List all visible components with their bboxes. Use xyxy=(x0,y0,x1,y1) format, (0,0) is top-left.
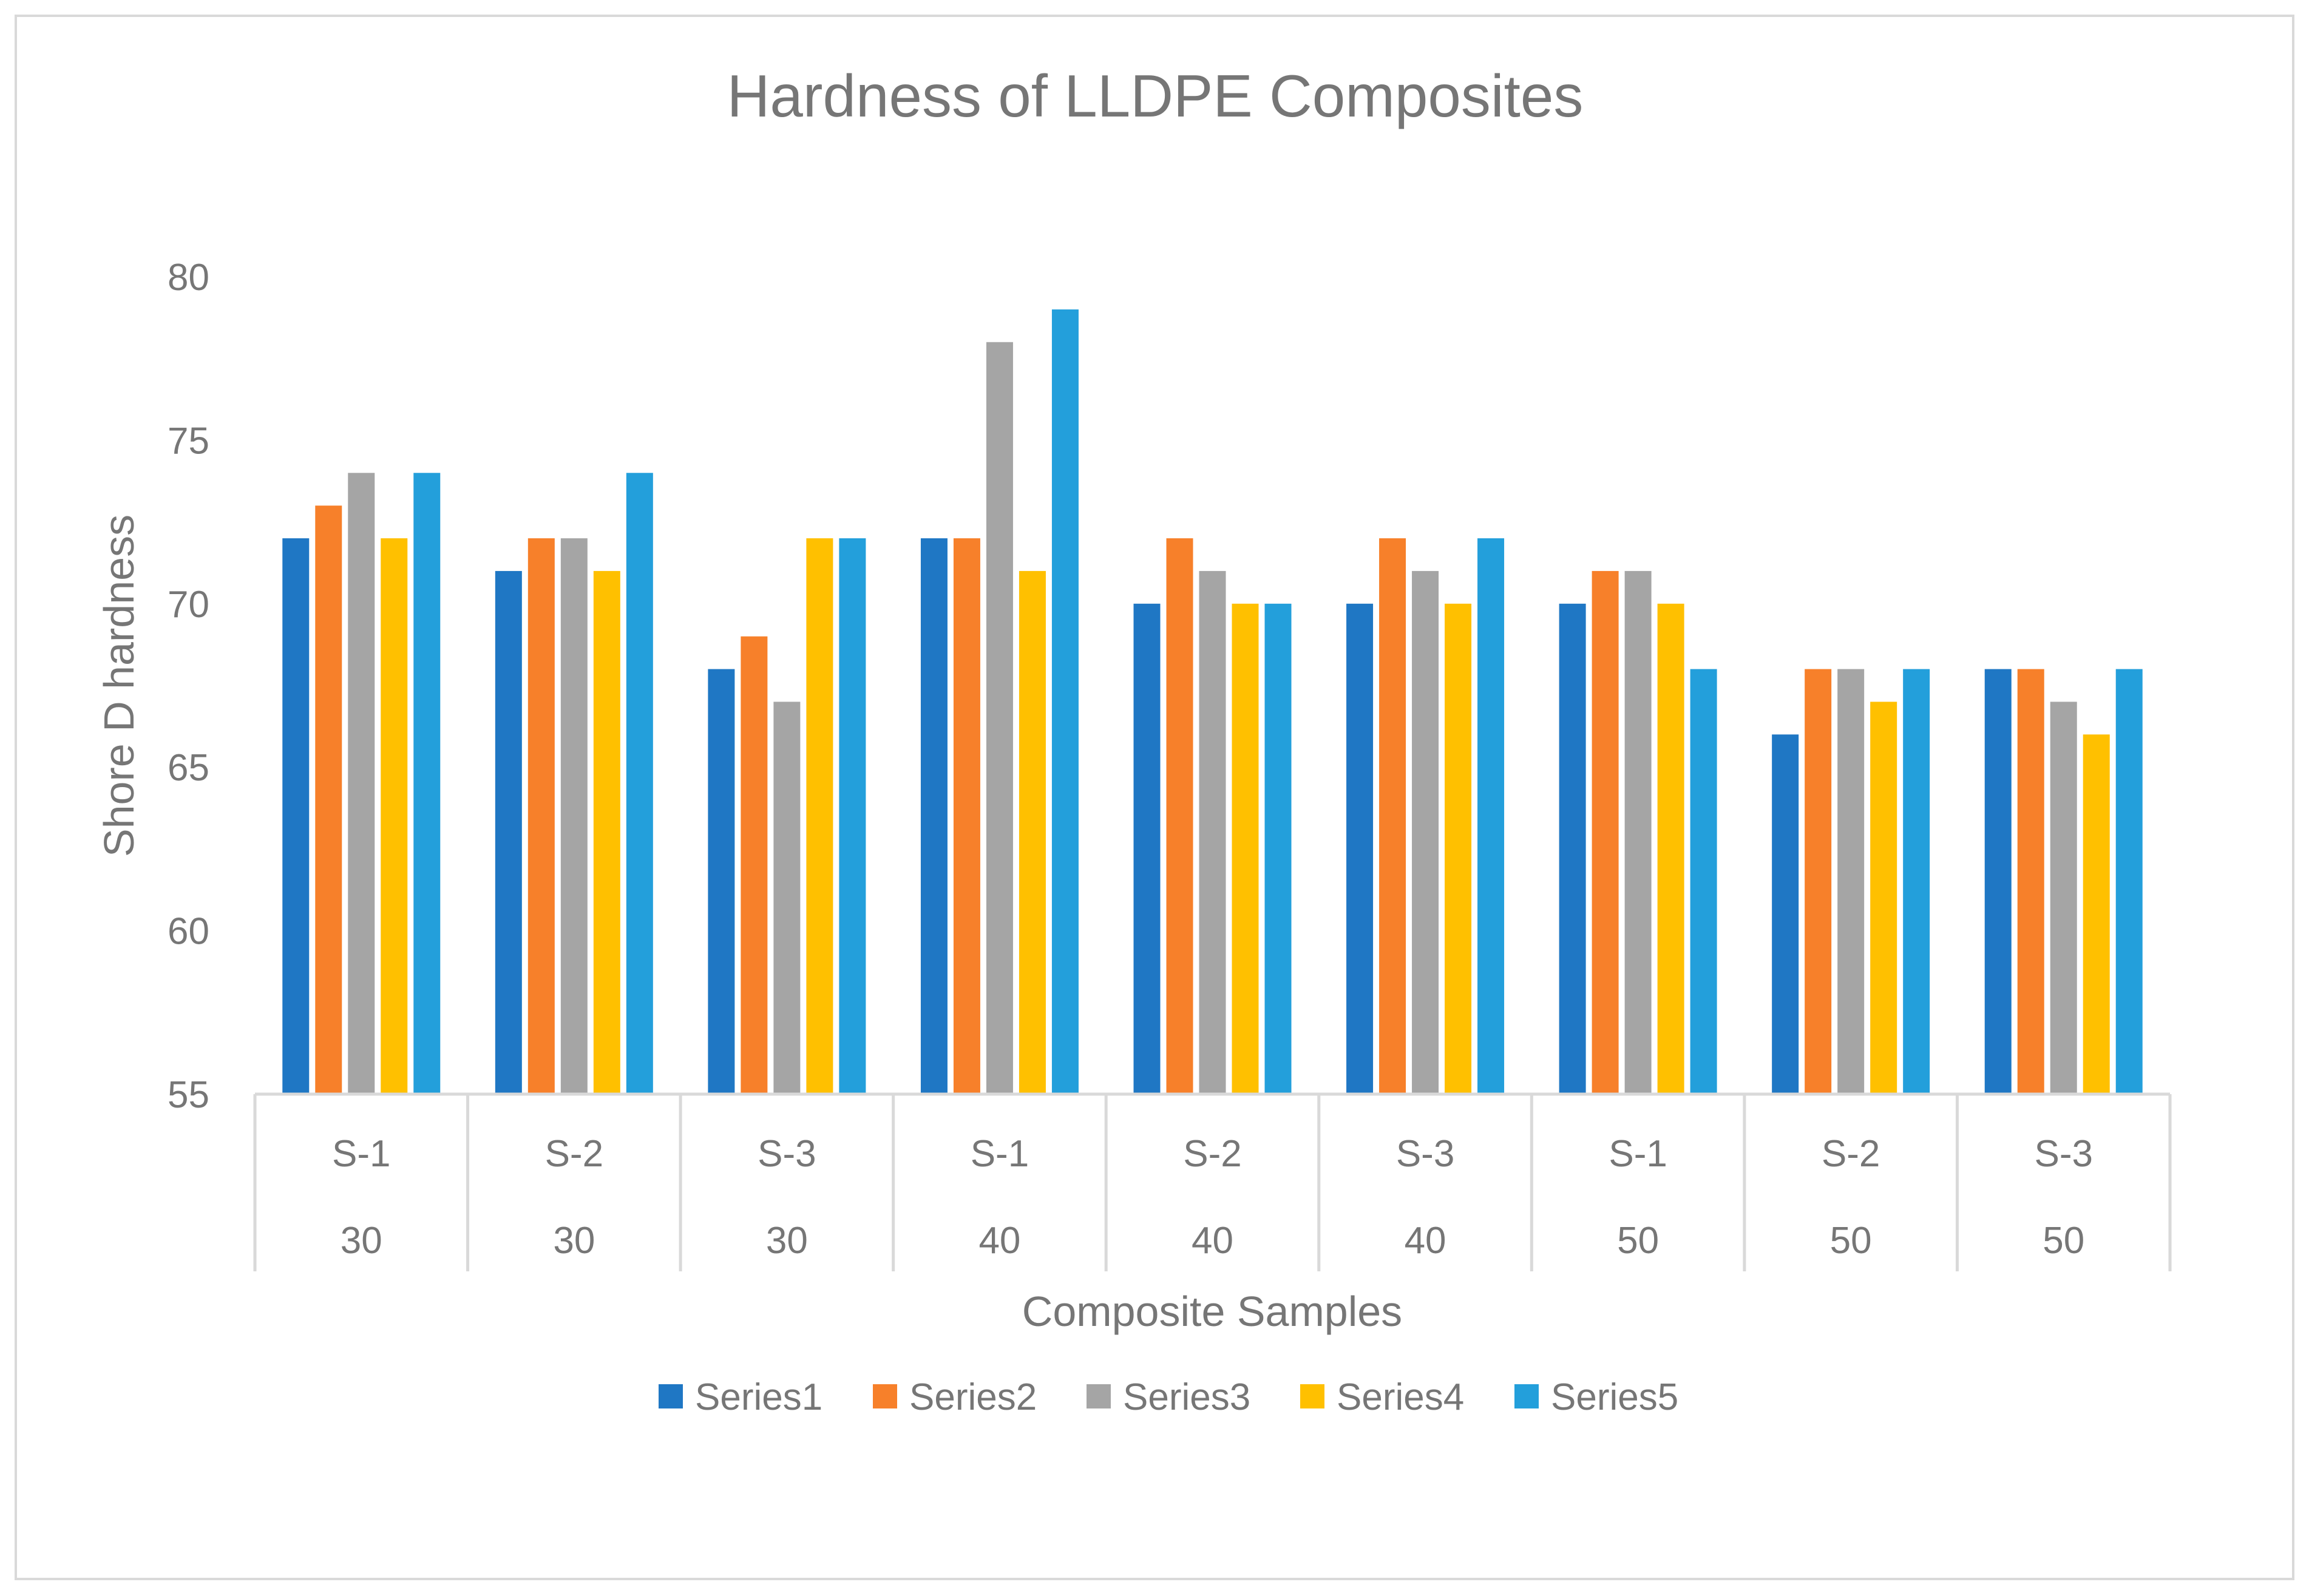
x-tick-group-label: 30 xyxy=(766,1220,808,1262)
bar-series2-9 xyxy=(2017,669,2044,1094)
bar-series2-8 xyxy=(1805,669,1832,1094)
bar-series1-6 xyxy=(1346,603,1374,1094)
legend-label-series5: Series5 xyxy=(1551,1376,1678,1418)
bar-series5-3 xyxy=(839,538,866,1094)
bar-series5-2 xyxy=(626,473,653,1094)
bar-series5-1 xyxy=(413,473,441,1094)
x-tick-sample-label: S-3 xyxy=(2034,1133,2092,1175)
legend-swatch-series5 xyxy=(1514,1384,1539,1408)
legend-swatch-series2 xyxy=(873,1384,897,1408)
bar-series5-9 xyxy=(2115,669,2143,1094)
bar-series3-8 xyxy=(1837,669,1865,1094)
bar-series3-9 xyxy=(2050,702,2077,1094)
chart-title: Hardness of LLDPE Composites xyxy=(727,63,1584,129)
bar-series3-5 xyxy=(1199,570,1226,1094)
bar-series4-1 xyxy=(381,538,408,1094)
legend-swatch-series4 xyxy=(1300,1384,1324,1408)
legend-label-series3: Series3 xyxy=(1123,1376,1250,1418)
y-tick-label: 55 xyxy=(168,1074,209,1116)
y-tick-label: 65 xyxy=(168,747,209,789)
bar-series5-7 xyxy=(1690,669,1717,1094)
bar-series2-7 xyxy=(1592,570,1619,1094)
legend-swatch-series3 xyxy=(1087,1384,1111,1408)
x-tick-group-label: 40 xyxy=(978,1220,1020,1262)
bar-series4-2 xyxy=(593,570,620,1094)
x-tick-sample-label: S-1 xyxy=(1609,1133,1667,1175)
bar-series3-4 xyxy=(986,342,1013,1094)
y-axis-ticks: 55 60 65 70 75 80 xyxy=(168,257,209,1116)
x-tick-sample-label: S-2 xyxy=(1183,1133,1241,1175)
bar-series5-4 xyxy=(1051,309,1079,1094)
y-axis-title: Shore D hardness xyxy=(95,515,143,857)
legend-swatch-series1 xyxy=(659,1384,683,1408)
bar-series4-8 xyxy=(1870,702,1897,1094)
bar-series2-2 xyxy=(527,538,555,1094)
legend-label-series4: Series4 xyxy=(1337,1376,1464,1418)
x-tick-sample-label: S-2 xyxy=(1822,1133,1880,1175)
bar-series1-3 xyxy=(708,669,735,1094)
y-tick-label: 60 xyxy=(168,911,209,953)
y-tick-label: 70 xyxy=(168,584,209,626)
x-tick-group-label: 50 xyxy=(1617,1220,1659,1262)
bar-series1-9 xyxy=(1984,669,2012,1094)
x-tick-group-label: 50 xyxy=(1830,1220,1872,1262)
bar-series4-9 xyxy=(2083,734,2110,1094)
bar-series1-7 xyxy=(1559,603,1586,1094)
bar-series3-1 xyxy=(348,473,375,1094)
bar-series3-3 xyxy=(773,702,801,1094)
bar-series1-4 xyxy=(920,538,948,1094)
y-tick-label: 75 xyxy=(168,420,209,462)
x-tick-sample-label: S-3 xyxy=(758,1133,816,1175)
bar-series3-7 xyxy=(1624,570,1652,1094)
bar-series4-3 xyxy=(806,538,833,1094)
legend-label-series1: Series1 xyxy=(695,1376,822,1418)
legend-label-series2: Series2 xyxy=(909,1376,1037,1418)
x-tick-group-label: 40 xyxy=(1405,1220,1446,1262)
bar-series4-6 xyxy=(1445,603,1472,1094)
bar-series1-8 xyxy=(1772,734,1799,1094)
bar-series5-8 xyxy=(1903,669,1930,1094)
bar-series2-3 xyxy=(741,636,768,1094)
bar-series2-6 xyxy=(1379,538,1406,1094)
legend: Series1 Series2 Series3 Series4 Series5 xyxy=(659,1376,1678,1418)
bar-series3-6 xyxy=(1412,570,1439,1094)
bar-series2-5 xyxy=(1166,538,1193,1094)
x-tick-sample-label: S-1 xyxy=(332,1133,390,1175)
bar-series4-5 xyxy=(1232,603,1259,1094)
bar-series5-5 xyxy=(1264,603,1292,1094)
x-tick-group-label: 40 xyxy=(1192,1220,1233,1262)
bar-series4-7 xyxy=(1657,603,1684,1094)
bar-series2-4 xyxy=(953,538,980,1094)
x-tick-group-label: 30 xyxy=(341,1220,382,1262)
x-axis: S-1 30 S-2 30 S-3 30 S-1 40 S-2 40 S-3 40 S-1 50 S-2 50… xyxy=(253,1092,2172,1271)
x-tick-sample-label: S-3 xyxy=(1396,1133,1454,1175)
x-tick-sample-label: S-1 xyxy=(971,1133,1029,1175)
x-tick-sample-label: S-2 xyxy=(545,1133,603,1175)
bar-series5-6 xyxy=(1477,538,1505,1094)
bar-series1-2 xyxy=(495,570,522,1094)
bar-series1-5 xyxy=(1133,603,1161,1094)
bar-series2-1 xyxy=(315,506,342,1094)
x-axis-title: Composite Samples xyxy=(1022,1288,1402,1335)
y-tick-label: 80 xyxy=(168,257,209,299)
bar-series1-1 xyxy=(282,538,310,1094)
bar-series3-2 xyxy=(560,538,588,1094)
bars xyxy=(282,309,2143,1094)
x-tick-group-label: 30 xyxy=(553,1220,595,1262)
bar-series4-4 xyxy=(1019,570,1046,1094)
x-tick-group-label: 50 xyxy=(2043,1220,2084,1262)
